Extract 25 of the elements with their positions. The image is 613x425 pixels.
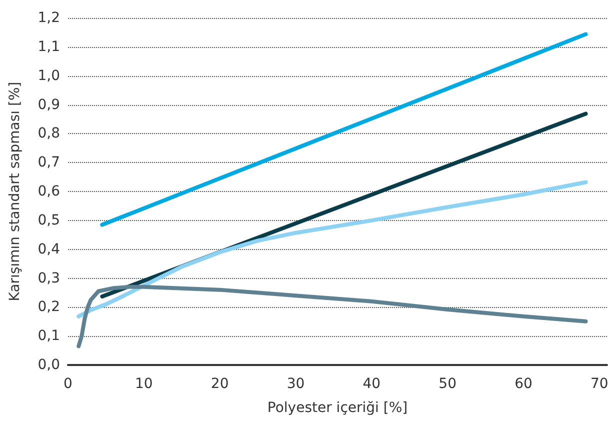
x-tick-label: 50 [438, 376, 456, 392]
line-series [76, 180, 588, 318]
y-tick-label: 0,2 [38, 299, 60, 316]
y-tick-label: 1,1 [38, 38, 60, 55]
y-tick-label: 1,0 [38, 68, 60, 84]
y-tick-label: 0,9 [38, 96, 60, 113]
y-tick-label: 1,2 [38, 10, 60, 26]
line-series [76, 284, 588, 348]
y-tick-label: 0,6 [38, 184, 60, 200]
x-tick-label: 60 [514, 376, 532, 392]
x-axis-title: Polyester içeriği [%] [267, 400, 408, 416]
x-tick-label: 40 [362, 376, 381, 392]
y-tick-label: 0,4 [38, 241, 60, 258]
x-tick-label: 20 [210, 376, 229, 392]
y-tick-label: 0,0 [38, 357, 60, 373]
x-tick-label: 0 [64, 376, 72, 392]
x-tick-label: 30 [286, 376, 305, 392]
y-axis-title: Karışımın standart sapması [%] [7, 82, 23, 302]
y-tick-label: 0,5 [38, 212, 60, 228]
y-tick-label: 0,8 [38, 126, 60, 142]
x-tick-label: 10 [135, 376, 153, 392]
y-tick-label: 0,7 [38, 154, 60, 171]
y-tick-label: 0,1 [38, 328, 60, 344]
x-tick-label: 70 [590, 376, 608, 392]
y-tick-label: 0,3 [38, 270, 60, 286]
